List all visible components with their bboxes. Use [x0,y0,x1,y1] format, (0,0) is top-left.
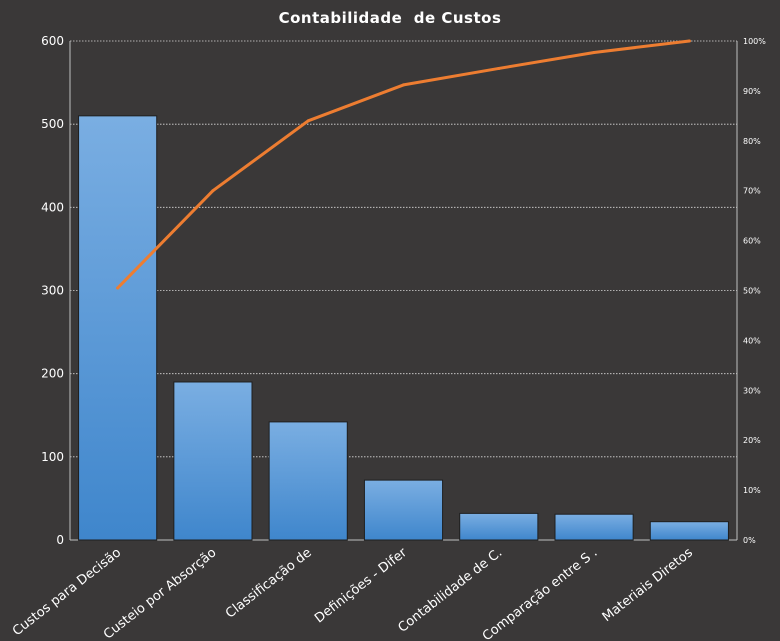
x-tick-label: Classificação de [223,545,315,621]
y-tick-label: 0 [56,533,64,547]
bar [649,521,729,541]
line-point [116,286,120,290]
y-tick-label: 400 [41,200,64,214]
line-point [402,83,405,87]
y-tick-label: 100 [41,450,64,464]
bar [459,512,539,541]
y2-tick-label: 60% [743,237,761,246]
y2-tick-label: 100% [743,37,766,46]
bar [78,115,158,541]
y-tick-label: 500 [41,117,64,131]
line-point [497,66,501,70]
y2-tick-label: 50% [743,287,761,296]
line-point [211,189,215,193]
line-point [687,39,691,43]
bar [554,513,634,541]
y2-tick-label: 10% [743,486,761,495]
y2-tick-label: 70% [743,187,761,196]
line-point [592,50,596,54]
x-tick-label: Contabilidade de C. [395,545,505,635]
y2-tick-label: 90% [743,87,761,96]
line-point [306,119,310,123]
y-tick-label: 600 [41,34,64,48]
bar [173,381,253,541]
bar [268,421,348,541]
y2-tick-label: 0% [743,536,756,545]
y2-tick-label: 30% [743,386,761,395]
bar [363,479,444,541]
y-tick-label: 300 [41,284,64,298]
x-tick-label: Materiais Diretos [600,545,696,625]
x-tick-label: Definições - Difer [312,545,410,626]
y2-tick-label: 80% [743,137,761,146]
y-tick-label: 200 [41,367,64,381]
cumulative-line [116,39,691,290]
y2-tick-label: 20% [743,436,761,445]
chart-title: Contabilidade de Custos [279,9,502,27]
y2-tick-label: 40% [743,336,761,345]
